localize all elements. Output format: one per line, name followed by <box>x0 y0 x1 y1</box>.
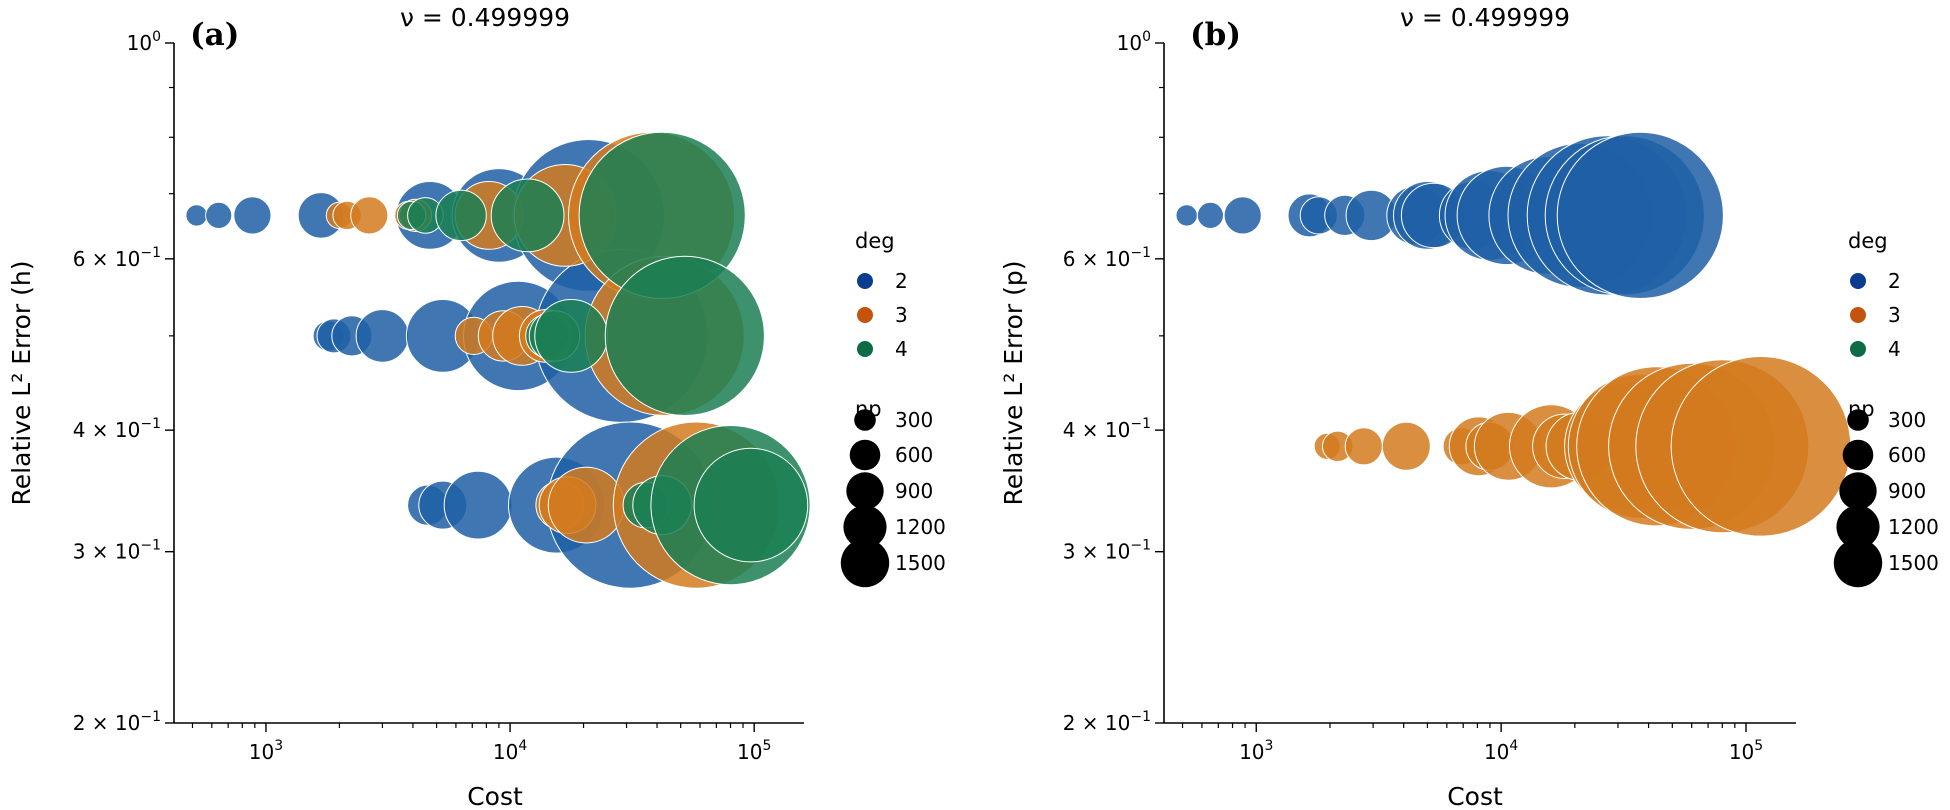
panel-a-title: ν = 0.499999 <box>400 3 570 32</box>
data-point-deg2 <box>1556 131 1724 299</box>
legend-size-marker <box>1842 439 1874 471</box>
y-tick-label: 2 × 10−1 <box>73 709 161 735</box>
legend-size-marker <box>1836 505 1880 549</box>
panel-a-legend-hue-title: deg <box>855 229 895 253</box>
y-tick-label: 3 × 10−1 <box>1063 538 1151 564</box>
panel-b-xlabel: Cost <box>1447 782 1503 810</box>
data-point-deg4 <box>693 447 809 563</box>
panel-a-ylabel: Relative L² Error (h) <box>7 261 36 506</box>
legend-label-np: 600 <box>895 443 933 467</box>
x-tick-label: 104 <box>1484 738 1518 764</box>
legend-label-deg: 2 <box>1888 269 1901 293</box>
legend-label-deg: 4 <box>895 337 908 361</box>
legend-label-deg: 4 <box>1888 337 1901 361</box>
y-tick-label: 100 <box>1117 29 1151 55</box>
legend-label-deg: 3 <box>1888 303 1901 327</box>
legend-marker-deg2 <box>857 273 873 289</box>
legend-label-np: 600 <box>1888 443 1926 467</box>
legend-label-np: 1500 <box>895 551 946 575</box>
data-point-deg2 <box>185 204 208 227</box>
legend-marker-deg3 <box>1850 307 1866 323</box>
legend-marker-deg4 <box>1850 341 1866 357</box>
legend-size-marker <box>840 538 890 588</box>
legend-size-marker <box>846 472 884 510</box>
data-point-deg3 <box>547 466 625 544</box>
legend-label-np: 1200 <box>1888 515 1939 539</box>
legend-label-deg: 3 <box>895 303 908 327</box>
legend-size-marker <box>849 439 881 471</box>
y-tick-label: 4 × 10−1 <box>73 416 161 442</box>
panel-a-xlabel: Cost <box>467 782 523 810</box>
data-point-deg2 <box>205 201 233 229</box>
y-tick-label: 2 × 10−1 <box>1063 709 1151 735</box>
x-tick-label: 104 <box>493 738 527 764</box>
panel-a-axis-ticks: 100 6 × 10−1 4 × 10−1 3 × 10−1 2 × 10−1 103 10… <box>73 29 772 764</box>
legend-label-np: 900 <box>895 479 933 503</box>
panel-a-label: (a) <box>190 17 239 53</box>
legend-label-np: 900 <box>1888 479 1926 503</box>
data-point-deg2 <box>233 196 272 235</box>
legend-marker-deg3 <box>857 307 873 323</box>
panel-b-label: (b) <box>1190 17 1241 53</box>
x-tick-label: 105 <box>1729 738 1763 764</box>
data-point-deg4 <box>490 178 565 253</box>
legend-size-marker <box>843 505 887 549</box>
y-tick-label: 100 <box>127 29 161 55</box>
legend-label-np: 300 <box>1888 408 1926 432</box>
data-point-deg3 <box>350 196 389 235</box>
legend-label-np: 1200 <box>895 515 946 539</box>
legend-size-marker <box>1833 538 1883 588</box>
legend-label-np: 300 <box>895 408 933 432</box>
x-tick-label: 105 <box>737 738 771 764</box>
legend-label-deg: 2 <box>895 269 908 293</box>
y-tick-label: 4 × 10−1 <box>1063 416 1151 442</box>
data-point-deg2 <box>1175 204 1198 227</box>
legend-marker-deg2 <box>1850 273 1866 289</box>
panel-b-title: ν = 0.499999 <box>1400 3 1570 32</box>
y-tick-label: 6 × 10−1 <box>73 245 161 271</box>
data-point-deg2 <box>443 470 513 540</box>
x-tick-label: 103 <box>1239 738 1273 764</box>
data-point-deg4 <box>435 189 487 242</box>
panel-b: (b) ν = 0.499999 100 6 × 10−1 4 × 10−1 3 × … <box>999 3 1939 810</box>
panel-a-points <box>185 131 811 589</box>
legend-label-np: 1500 <box>1888 551 1939 575</box>
legend-marker-deg4 <box>857 341 873 357</box>
panel-b-axis-ticks: 100 6 × 10−1 4 × 10−1 3 × 10−1 2 × 10−1 103 10… <box>1063 29 1763 764</box>
legend-size-marker <box>1839 472 1877 510</box>
data-point-deg2 <box>1223 196 1262 235</box>
data-point-deg4 <box>534 299 609 373</box>
data-point-deg2 <box>1196 201 1225 229</box>
legend-size-marker <box>854 409 876 431</box>
data-point-deg3 <box>1670 356 1852 537</box>
data-point-deg4 <box>604 255 765 416</box>
panel-b-ylabel: Relative L² Error (p) <box>999 261 1028 506</box>
panel-b-legend-hue-title: deg <box>1848 229 1888 253</box>
data-point-deg3 <box>1344 427 1383 466</box>
panel-b-points <box>1175 131 1852 537</box>
y-tick-label: 6 × 10−1 <box>1063 245 1151 271</box>
x-tick-label: 103 <box>249 738 283 764</box>
panel-a: (a) ν = 0.499999 100 6 × 10−1 4 × 10−1 3 × … <box>7 3 946 810</box>
y-tick-label: 3 × 10−1 <box>73 538 161 564</box>
data-point-deg2 <box>355 309 410 363</box>
legend-size-marker <box>1847 409 1869 431</box>
data-point-deg3 <box>1381 421 1431 471</box>
